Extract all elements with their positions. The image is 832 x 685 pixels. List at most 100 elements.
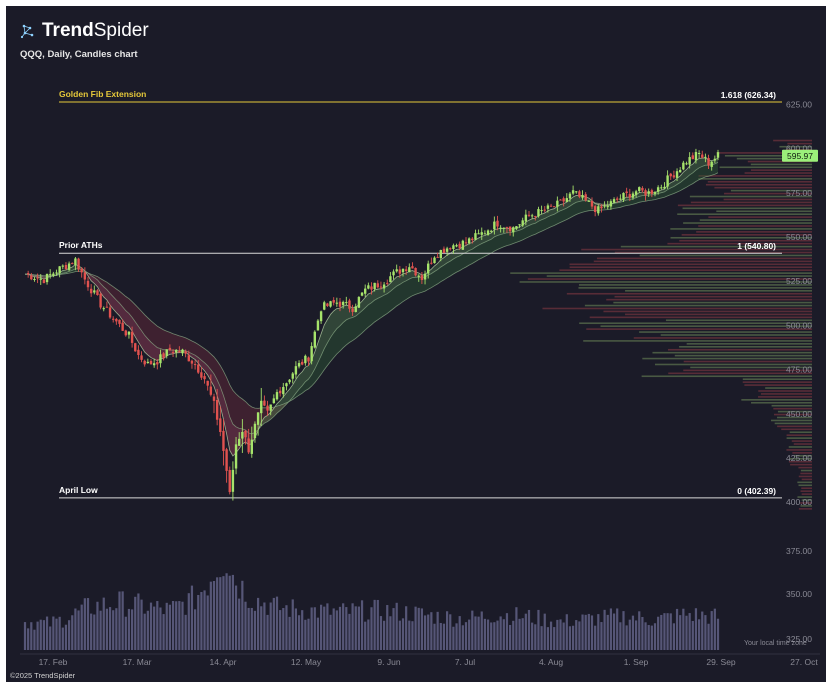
volume-bar — [297, 615, 301, 650]
volume-bar — [657, 616, 660, 650]
volume-bar — [156, 601, 159, 650]
candle-body — [634, 191, 638, 195]
volume-bar — [187, 593, 190, 650]
candle-body — [67, 263, 71, 270]
candle-body — [124, 330, 127, 336]
candle-body — [713, 158, 717, 161]
volume-bar — [556, 619, 559, 650]
candle-body — [33, 279, 36, 281]
candle-body — [625, 191, 628, 194]
candle-body — [323, 302, 326, 310]
volume-profile-bar — [774, 422, 812, 425]
candle-body — [360, 292, 364, 296]
volume-bar — [190, 585, 194, 650]
volume-profile-bar — [639, 331, 812, 333]
volume-bar — [675, 608, 679, 650]
volume-bar — [638, 611, 641, 650]
volume-bar — [477, 616, 480, 650]
volume-bar — [373, 599, 376, 650]
volume-profile-bar — [801, 493, 812, 495]
candle-body — [332, 299, 335, 303]
candle-body — [49, 274, 52, 276]
volume-bar — [58, 616, 61, 650]
volume-bar — [442, 623, 446, 650]
candle-body — [127, 331, 131, 335]
logo-text-bold: Trend — [42, 20, 94, 41]
candle-body — [301, 361, 304, 365]
candle-body — [593, 206, 597, 212]
volume-profile-bar — [800, 505, 812, 507]
volume-profile-bar — [668, 372, 812, 375]
candle-body — [118, 319, 121, 324]
volume-bar — [524, 613, 527, 650]
candlestick-chart[interactable]: Golden Fib Extension 1.618 (626.34) Prior … — [6, 6, 826, 682]
volume-bar — [518, 618, 521, 650]
candle-body — [156, 362, 159, 365]
volume-bar — [118, 591, 121, 650]
time-tick-label: 17. Feb — [39, 657, 68, 667]
volume-bar — [512, 620, 515, 650]
candle-body — [93, 290, 96, 293]
volume-bar — [143, 613, 146, 650]
candle-body — [675, 171, 679, 178]
volume-profile-bar — [777, 416, 812, 419]
volume-bar — [575, 620, 578, 650]
volume-bar — [360, 600, 364, 650]
volume-bar — [316, 617, 320, 650]
volume-bar — [672, 623, 675, 650]
volume-bar — [206, 595, 209, 650]
volume-bar — [266, 614, 269, 650]
volume-bar — [83, 598, 86, 650]
volume-profile-bar — [716, 210, 812, 213]
volume-bar — [335, 610, 338, 650]
candle-body — [52, 273, 55, 276]
volume-bar — [663, 613, 666, 650]
candle-body — [285, 383, 288, 387]
candle-body — [685, 163, 688, 165]
volume-profile-bar — [677, 213, 812, 215]
volume-bar — [96, 601, 99, 650]
candle-body — [650, 190, 654, 194]
candle-body — [691, 155, 694, 160]
volume-bar — [364, 621, 367, 650]
volume-profile-bar — [614, 295, 812, 298]
volume-profile-bar — [596, 257, 812, 260]
candle-body — [682, 162, 685, 170]
volume-bar — [509, 624, 512, 650]
candle-body — [612, 199, 616, 203]
volume-bar — [285, 605, 288, 650]
candle-body — [234, 444, 238, 469]
candle-body — [527, 214, 531, 216]
volume-bar — [701, 611, 704, 650]
volume-bar — [272, 597, 275, 650]
candle-body — [540, 210, 543, 212]
volume-profile-bar — [652, 351, 812, 354]
volume-profile-bar — [705, 183, 812, 186]
candle-body — [597, 206, 600, 214]
candle-body — [688, 157, 691, 165]
candle-body — [341, 301, 345, 306]
volume-profile-bar — [603, 310, 812, 313]
time-tick-label: 7. Jul — [455, 657, 475, 667]
level-value-label: 1 (540.80) — [737, 241, 776, 251]
volume-profile-bar — [779, 145, 812, 148]
volume-bar — [704, 615, 707, 650]
volume-bar — [619, 622, 622, 650]
volume-bar — [502, 619, 505, 650]
candle-body — [590, 200, 594, 207]
volume-bar — [458, 616, 461, 650]
candle-body — [672, 175, 676, 178]
timezone-note[interactable]: Your local time zone — [744, 640, 807, 647]
chart-subtitle: QQQ, Daily, Candles chart — [20, 49, 138, 60]
level-name: Golden Fib Extension — [59, 89, 146, 99]
volume-bar — [572, 625, 575, 650]
volume-bar — [389, 616, 392, 650]
volume-bar — [197, 594, 200, 650]
volume-profile-bar — [742, 381, 812, 383]
candle-body — [701, 154, 704, 158]
candle-body — [556, 200, 559, 207]
volume-bar — [153, 606, 156, 650]
candle-body — [278, 390, 282, 394]
candle-body — [638, 187, 641, 192]
candle-body — [603, 205, 606, 207]
